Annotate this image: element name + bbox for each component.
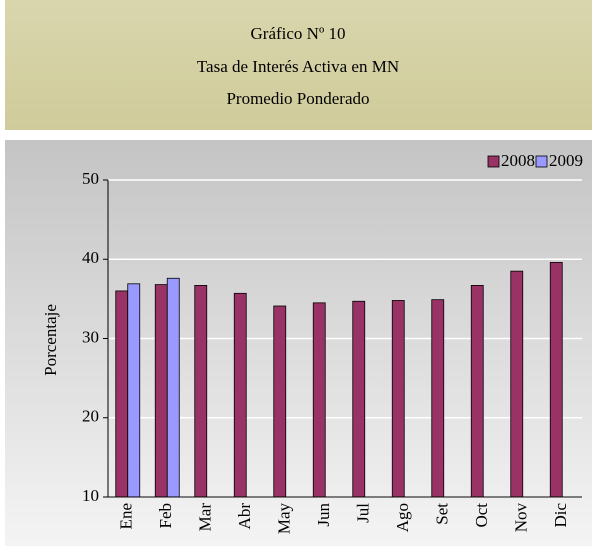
bar xyxy=(549,262,563,498)
bar xyxy=(470,285,484,498)
y-tick-label: 50 xyxy=(82,169,99,188)
chart-title: Tasa de Interés Activa en MN xyxy=(197,57,399,76)
y-tick-label: 10 xyxy=(82,486,99,505)
chart-area xyxy=(5,140,592,546)
bar xyxy=(312,302,326,498)
legend-label: 2008 xyxy=(501,151,535,170)
chart-title: Promedio Ponderado xyxy=(226,89,369,108)
bar xyxy=(166,277,180,498)
bar xyxy=(194,285,208,498)
chart-title: Gráfico Nº 10 xyxy=(251,24,346,43)
x-tick-label: Set xyxy=(433,503,452,525)
x-tick-label: Ago xyxy=(393,503,412,532)
x-tick-label: May xyxy=(275,503,294,535)
x-tick-label: Jul xyxy=(354,503,373,523)
x-tick-label: Mar xyxy=(196,503,215,532)
x-tick-label: Oct xyxy=(472,503,491,528)
bar xyxy=(391,300,405,498)
y-axis-label: Porcentaje xyxy=(41,304,60,376)
legend-swatch xyxy=(487,155,500,168)
x-tick-label: Jun xyxy=(314,503,333,527)
bar xyxy=(233,292,247,498)
bar xyxy=(273,305,287,498)
legend-swatch xyxy=(535,155,548,168)
bar xyxy=(431,299,445,498)
x-tick-label: Abr xyxy=(235,503,254,530)
x-tick-label: Dic xyxy=(551,503,570,528)
bar xyxy=(127,283,141,498)
bar xyxy=(115,290,129,498)
x-tick-label: Ene xyxy=(117,503,136,529)
x-tick-label: Feb xyxy=(156,503,175,529)
y-tick-label: 30 xyxy=(82,327,99,346)
y-tick-label: 20 xyxy=(82,407,99,426)
title-box xyxy=(5,0,592,130)
y-tick-label: 40 xyxy=(82,248,99,267)
bar xyxy=(154,284,168,498)
bar xyxy=(352,300,366,498)
legend-label: 2009 xyxy=(549,151,583,170)
bar xyxy=(510,270,524,498)
x-tick-label: Nov xyxy=(512,503,531,533)
